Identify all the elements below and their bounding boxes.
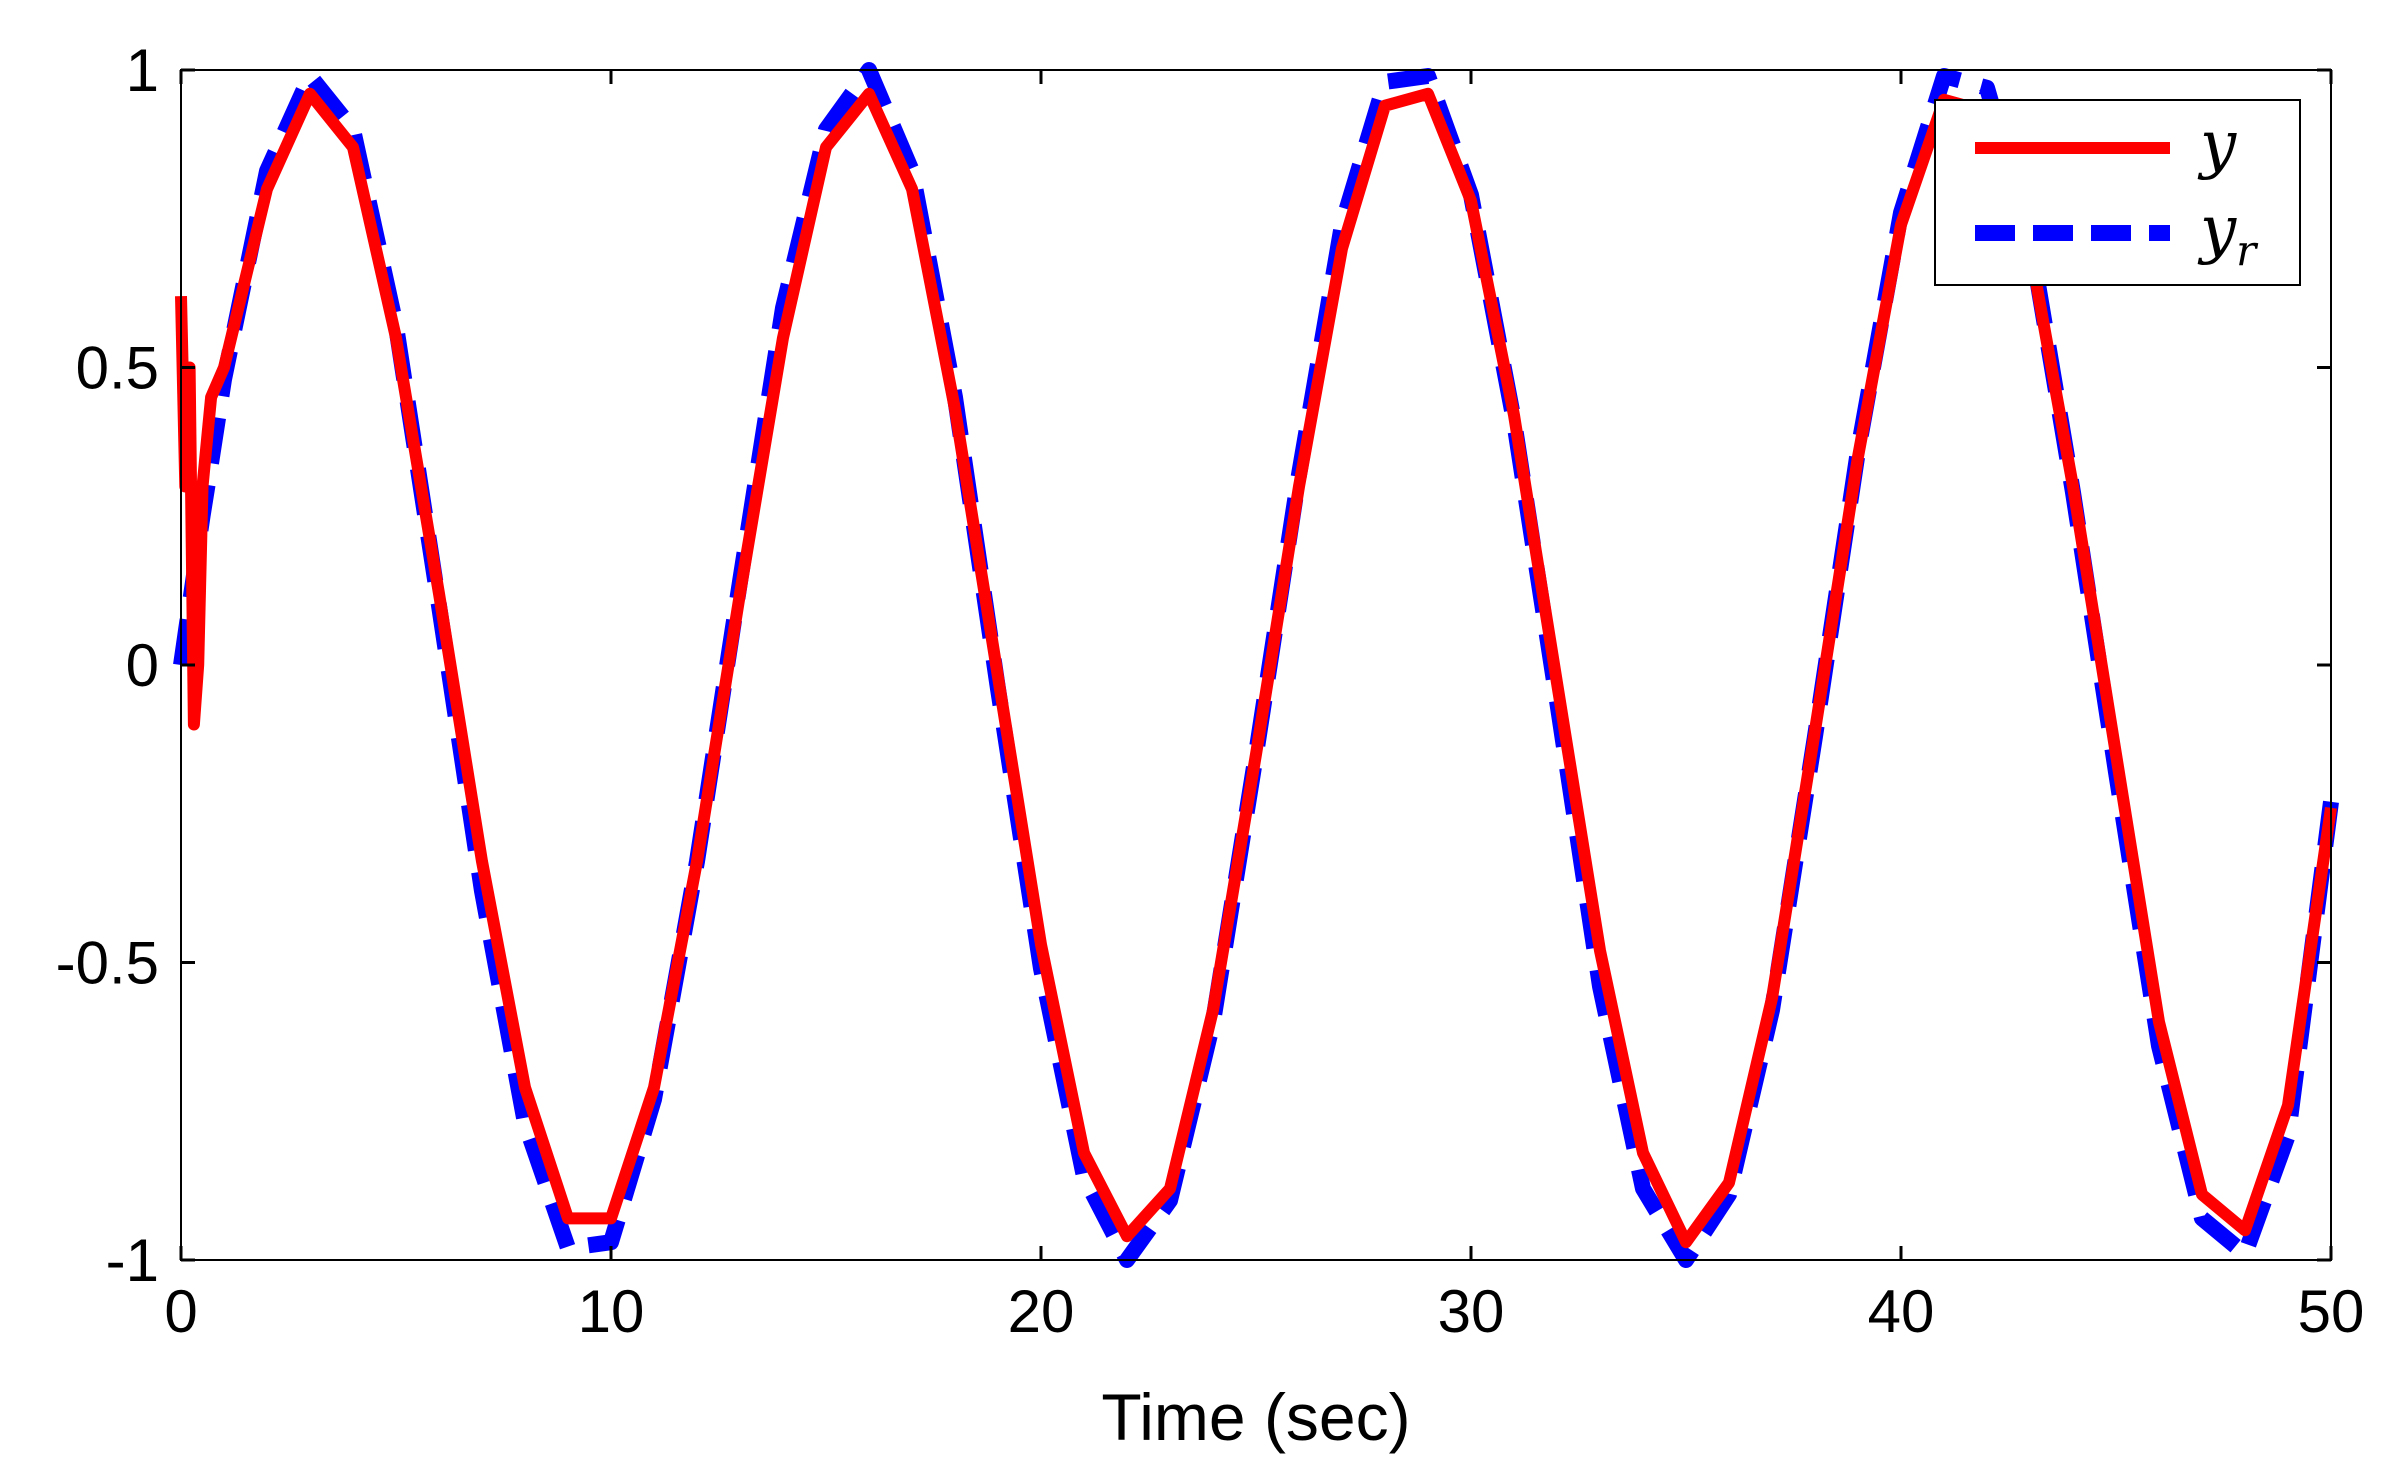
x-axis-title: Time (sec) — [1101, 1380, 1410, 1454]
x-tick-label: 0 — [164, 1278, 197, 1345]
y-tick-label: 0 — [126, 632, 159, 699]
x-tick-label: 30 — [1438, 1278, 1505, 1345]
x-tick-label: 20 — [1008, 1278, 1075, 1345]
legend: y yr — [1934, 99, 2301, 286]
legend-box — [1934, 99, 2301, 286]
tick-labels-layer: 0 10 20 30 40 50 -1 -0.5 0 0.5 1 — [56, 37, 2365, 1345]
y-tick-label: -1 — [106, 1227, 159, 1294]
y-tick-label: 0.5 — [76, 335, 159, 402]
x-tick-label: 10 — [578, 1278, 645, 1345]
legend-label-y: y — [2197, 108, 2237, 182]
legend-label-yr: yr — [2197, 193, 2259, 275]
ticks-layer — [179, 68, 2333, 1262]
y-tick-label: -0.5 — [56, 930, 159, 997]
x-tick-label: 50 — [2298, 1278, 2365, 1345]
legend-label-yr-sub: r — [2236, 226, 2259, 275]
y-tick-label: 1 — [126, 37, 159, 104]
x-tick-label: 40 — [1868, 1278, 1935, 1345]
series-line-y — [175, 87, 2337, 1249]
legend-label-y-main: y — [2197, 108, 2237, 182]
legend-label-yr-main: y — [2197, 193, 2237, 267]
